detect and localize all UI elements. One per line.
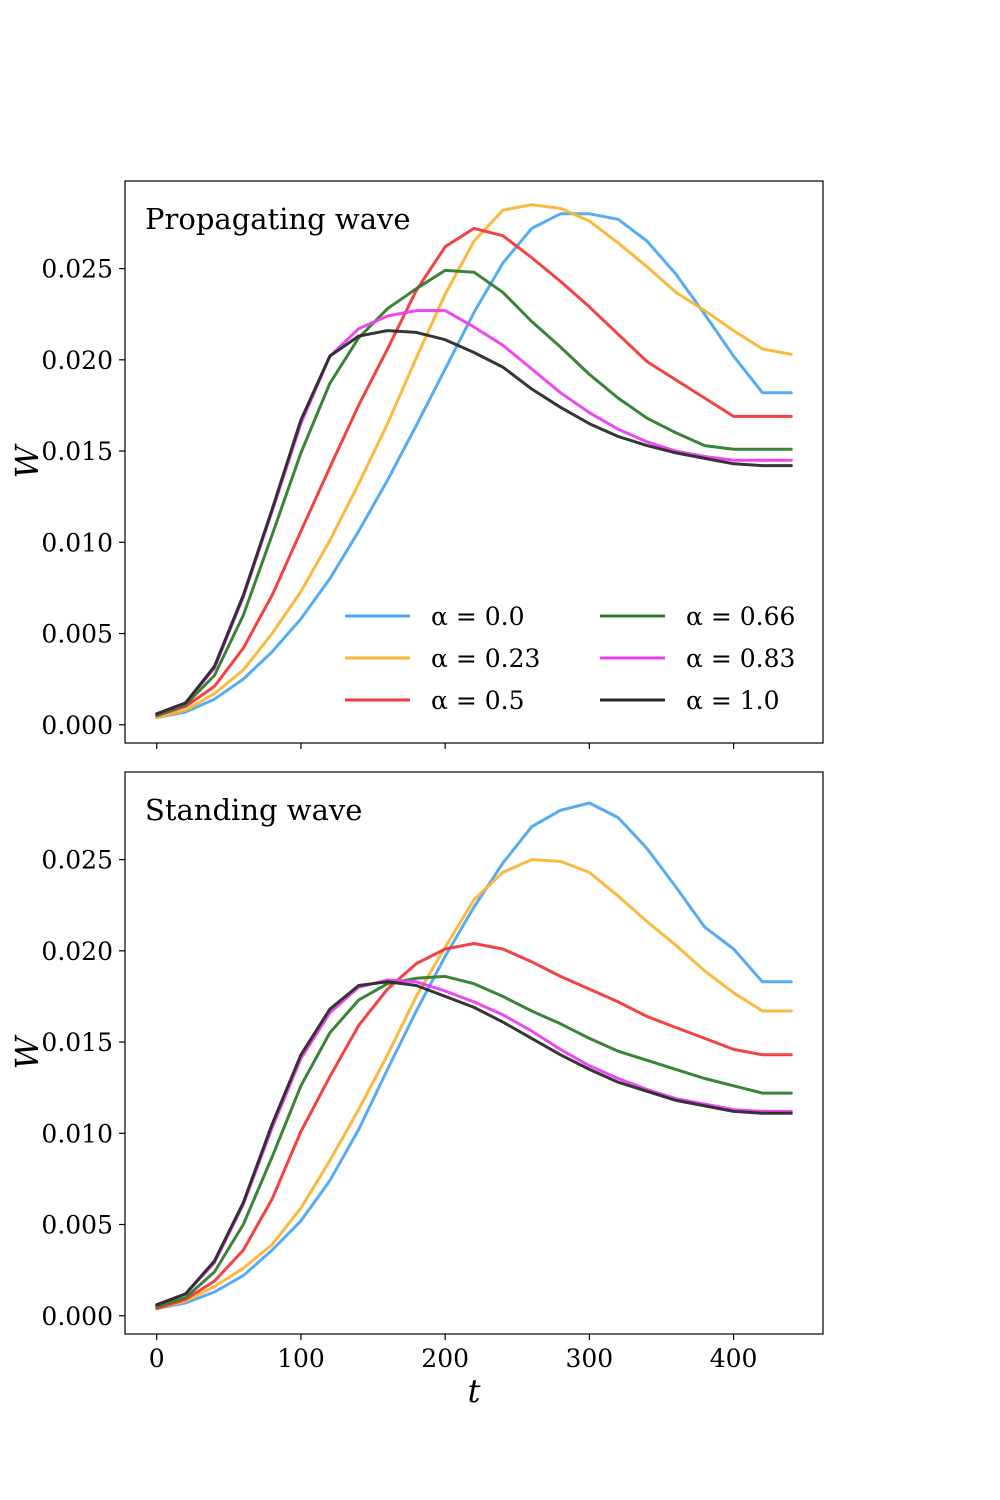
x-tick-label: 200: [421, 1344, 469, 1373]
x-tick-label: 100: [277, 1344, 325, 1373]
x-tick-label: 400: [710, 1344, 758, 1373]
panel-propagating-series: [155, 203, 793, 719]
legend: α = 0.0 α = 0.23 α = 0.5 α = 0.66 α = 0.83 α …: [345, 602, 795, 715]
y-tick-label-standing: 0.020: [41, 937, 113, 966]
y-tick-label-standing: 0.015: [41, 1028, 113, 1057]
y-tick-label-propagating: 0.005: [41, 620, 113, 649]
series-line-standing-1: [155, 858, 793, 1310]
y-tick-label-standing: 0.010: [41, 1119, 113, 1148]
series-line-propagating-5: [155, 329, 793, 716]
x-axis-label: t: [468, 1372, 481, 1410]
series-line-standing-2: [155, 942, 793, 1310]
legend-label-0: α = 0.0: [431, 602, 524, 631]
legend-label-1: α = 0.23: [431, 644, 540, 673]
panel-standing-title: Standing wave: [145, 793, 362, 827]
series-line-propagating-1: [155, 203, 793, 719]
panel-standing: 0 100 200 300 400 0.000 0.005 0.010 0.015 0.020 0.…: [8, 771, 824, 1410]
legend-label-3: α = 0.66: [686, 602, 795, 631]
x-tick-label: 300: [566, 1344, 614, 1373]
y-tick-label-propagating: 0.015: [41, 437, 113, 466]
panel-propagating-frame: [124, 180, 824, 744]
y-tick-label-propagating: 0.025: [41, 255, 113, 284]
series-line-propagating-0: [155, 212, 793, 719]
series-line-standing-0: [155, 801, 793, 1310]
panel-standing-ticks: 0 100 200 300 400 0.000 0.005 0.010 0.015 0.020 0.…: [41, 846, 757, 1373]
legend-label-5: α = 1.0: [686, 686, 779, 715]
panel-standing-series: [155, 801, 793, 1310]
series-line-standing-3: [155, 974, 793, 1309]
y-tick-label-standing: 0.025: [41, 846, 113, 875]
series-line-standing-4: [155, 978, 793, 1307]
y-tick-label-propagating: 0.000: [41, 711, 113, 740]
panel-propagating: 0.000 0.005 0.010 0.015 0.020 0.025 Propagati…: [8, 180, 824, 749]
panel-propagating-ylabel: W: [8, 442, 46, 478]
series-line-standing-5: [155, 980, 793, 1307]
panel-standing-ylabel: W: [8, 1033, 46, 1069]
legend-label-2: α = 0.5: [431, 686, 524, 715]
panel-propagating-title: Propagating wave: [145, 202, 411, 236]
series-line-propagating-3: [155, 268, 793, 718]
legend-label-4: α = 0.83: [686, 644, 795, 673]
y-tick-label-standing: 0.005: [41, 1211, 113, 1240]
y-tick-label-standing: 0.000: [41, 1302, 113, 1331]
x-tick-label: 0: [149, 1344, 165, 1373]
panel-standing-frame: [124, 771, 824, 1335]
y-tick-label-propagating: 0.010: [41, 528, 113, 557]
series-line-propagating-2: [155, 226, 793, 718]
y-tick-label-propagating: 0.020: [41, 346, 113, 375]
panel-propagating-ticks: 0.000 0.005 0.010 0.015 0.020 0.025: [41, 255, 735, 749]
